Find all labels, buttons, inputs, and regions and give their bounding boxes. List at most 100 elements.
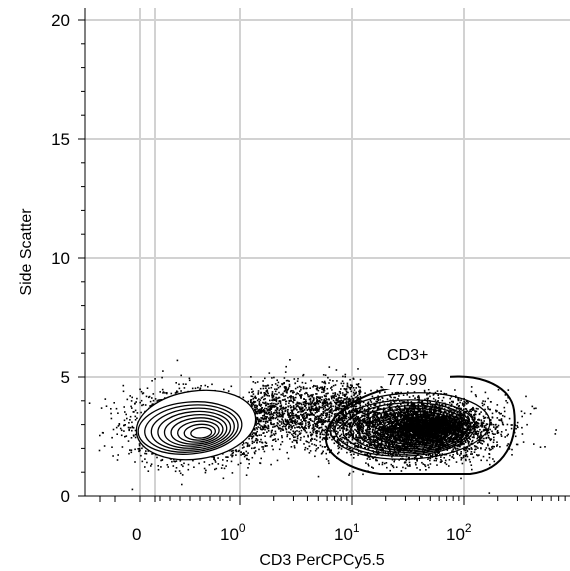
event-dot [136, 397, 138, 400]
event-dot [308, 414, 310, 416]
event-dot [316, 409, 319, 411]
event-dot [269, 416, 272, 418]
event-dot [261, 426, 264, 429]
event-dot [313, 428, 316, 430]
event-dot [491, 412, 494, 415]
event-dot [213, 458, 215, 460]
event-dot [305, 399, 307, 401]
event-dot [282, 421, 285, 424]
event-dot [284, 409, 287, 412]
event-dot [308, 406, 310, 408]
event-dot [343, 388, 346, 390]
event-dot [309, 410, 312, 413]
event-dot [270, 412, 272, 415]
event-dot [305, 387, 307, 390]
event-dot [387, 439, 390, 442]
event-dot [254, 408, 256, 411]
event-dot [118, 423, 121, 426]
event-dot [321, 388, 323, 390]
event-dot [271, 406, 273, 408]
event-dot [305, 422, 307, 424]
event-dot [333, 419, 335, 422]
event-dot [331, 421, 334, 423]
event-dot [250, 395, 253, 397]
event-dot [285, 388, 287, 391]
event-dot [307, 395, 310, 398]
event-dot [252, 390, 254, 393]
event-dot [134, 419, 137, 421]
event-dot [311, 395, 314, 397]
event-dot [213, 456, 215, 459]
event-dot [262, 401, 264, 404]
event-dot [266, 427, 269, 430]
event-dot [345, 397, 348, 400]
event-dot [335, 395, 337, 398]
event-dot [279, 408, 281, 411]
event-dot [433, 459, 436, 462]
event-dot [345, 388, 348, 390]
event-dot [309, 401, 312, 403]
event-dot [310, 394, 313, 396]
event-dot [308, 445, 311, 447]
event-dot [372, 467, 374, 469]
event-dot [204, 384, 207, 387]
event-dot [357, 439, 359, 442]
event-dot [299, 427, 301, 429]
event-dot [257, 393, 259, 395]
event-dot [324, 410, 326, 412]
event-dot [235, 450, 238, 453]
event-dot [315, 393, 317, 395]
event-dot [258, 423, 261, 426]
event-dot [296, 392, 298, 394]
event-dot [342, 394, 344, 396]
event-dot [103, 445, 106, 447]
event-dot [339, 392, 342, 395]
event-dot [343, 393, 346, 396]
event-dot [259, 409, 261, 412]
event-dot [276, 379, 278, 381]
event-dot [338, 451, 340, 454]
event-dot [298, 411, 300, 413]
event-dot [185, 383, 187, 385]
event-dot [227, 456, 229, 458]
event-dot [125, 435, 128, 437]
event-dot [344, 375, 346, 378]
event-dot [311, 401, 314, 404]
event-dot [262, 385, 265, 387]
event-dot [258, 418, 260, 421]
event-dot [263, 392, 265, 394]
event-dot [121, 446, 124, 448]
event-dot [275, 432, 277, 435]
event-dot [321, 391, 323, 394]
event-dot [283, 422, 285, 425]
event-dot [331, 386, 333, 388]
event-dot [328, 451, 331, 454]
event-dot [456, 403, 458, 406]
event-dot [300, 394, 302, 396]
event-dot [344, 405, 346, 407]
event-dot [484, 391, 487, 394]
event-dot [214, 468, 216, 471]
event-dot [272, 412, 275, 414]
event-dot [300, 419, 302, 421]
event-dot [320, 399, 323, 401]
event-dot [253, 432, 256, 434]
event-dot [110, 412, 112, 415]
event-dot [297, 377, 299, 380]
event-dot [353, 394, 355, 397]
event-dot [336, 408, 339, 410]
event-dot [126, 417, 128, 420]
event-dot [418, 396, 420, 399]
event-dot [275, 399, 278, 402]
event-dot [254, 446, 256, 449]
event-dot [357, 384, 359, 386]
event-dot [360, 445, 363, 448]
event-dot [144, 452, 146, 455]
event-dot [345, 417, 348, 420]
event-dot [508, 448, 511, 450]
event-dot [357, 386, 360, 388]
event-dot [324, 428, 327, 431]
event-dot [156, 456, 158, 459]
event-dot [286, 410, 289, 413]
event-dot [347, 401, 349, 404]
